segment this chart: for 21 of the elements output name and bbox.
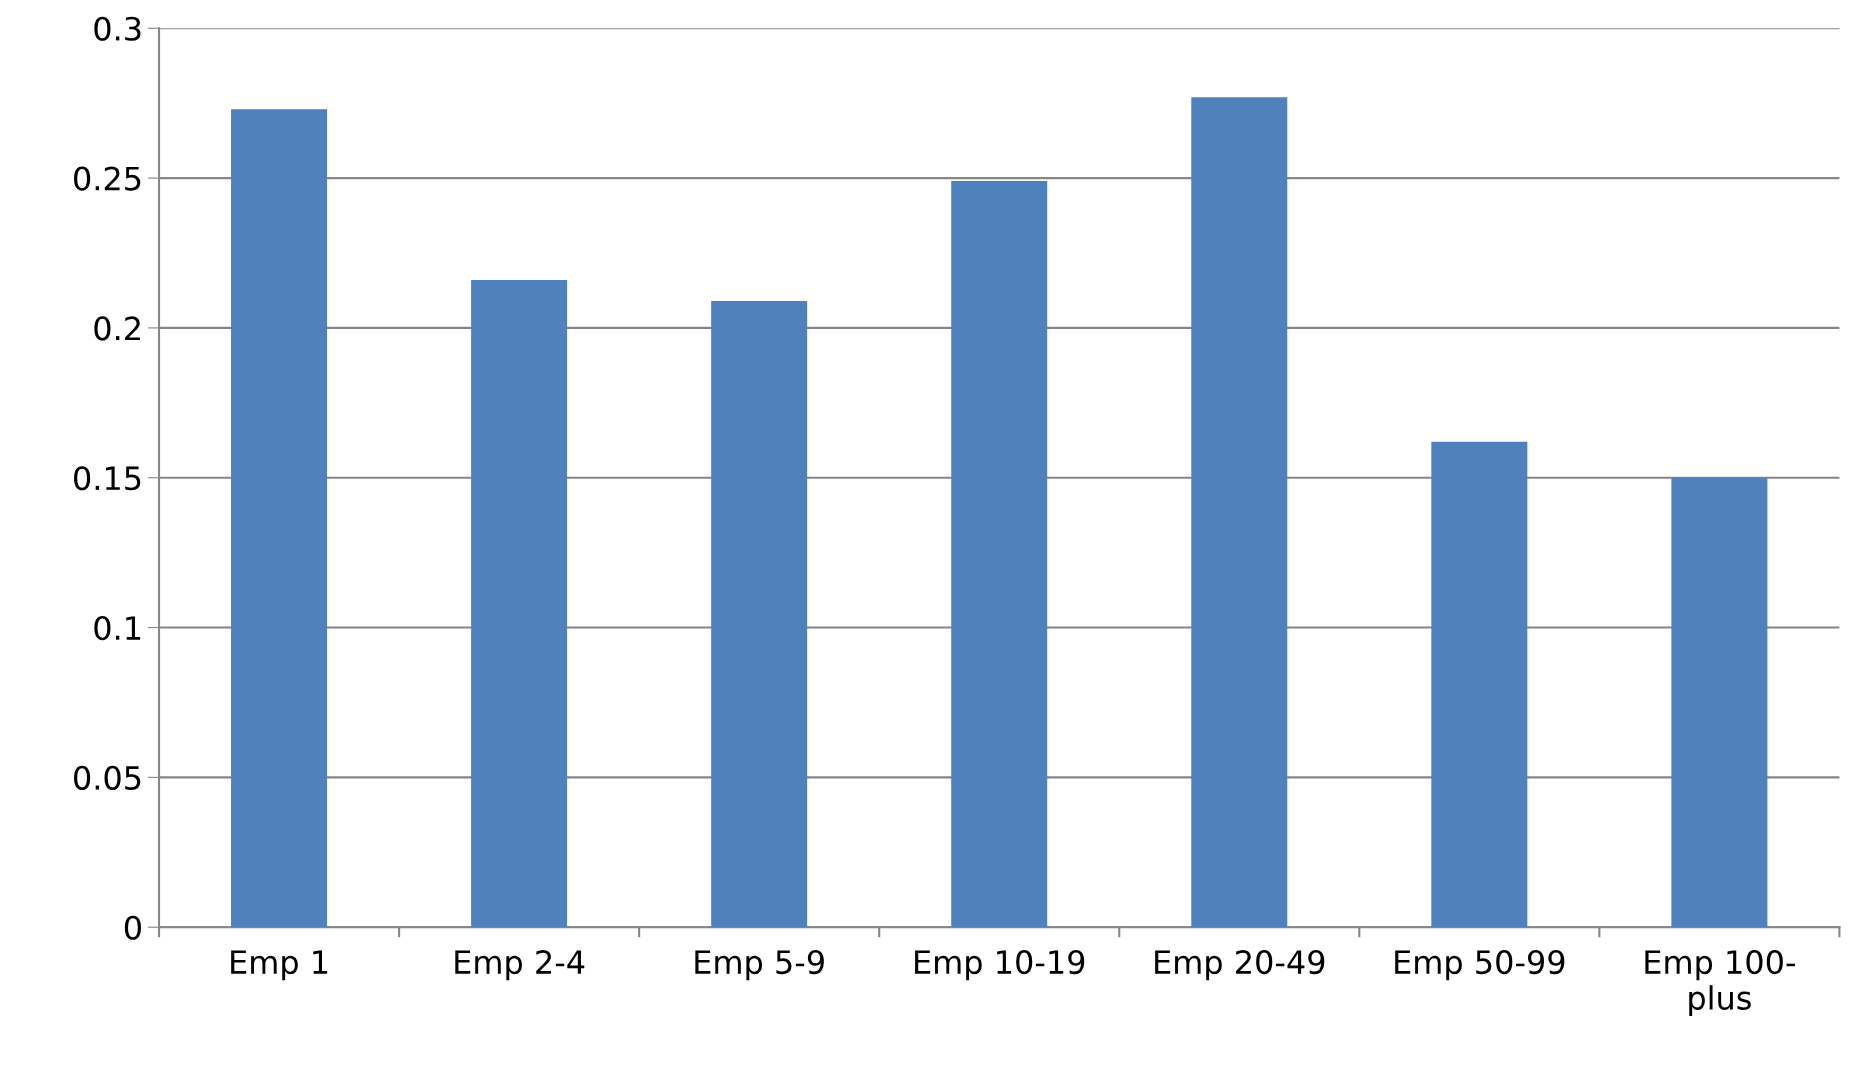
y-tick-label: 0.05 [74, 765, 141, 790]
bar [1191, 97, 1288, 928]
y-tick-label: 0.1 [94, 615, 141, 641]
y-tick-label: 0 [124, 915, 141, 940]
x-tick-label: Emp 1 [231, 950, 328, 981]
bar [471, 279, 568, 928]
x-tick-label: Emp 50-99 [1395, 950, 1565, 981]
y-tick-label: 0.3 [94, 16, 141, 41]
x-tick-label: Emp 10-19 [915, 950, 1085, 981]
y-tick-label: 0.2 [94, 316, 140, 341]
bar [1671, 477, 1768, 928]
x-tick-label: Emp 5-9 [695, 950, 824, 981]
x-tick-label: Emp 2-4 [455, 950, 585, 981]
x-tick-label: Emp 100-plus [1645, 950, 1795, 1017]
bar [1431, 441, 1528, 928]
bar [951, 181, 1048, 928]
bar [231, 109, 328, 928]
y-tick-label: 0.15 [74, 466, 141, 491]
x-tick-label: Emp 20-49 [1155, 950, 1325, 981]
y-tick-label: 0.25 [74, 166, 141, 191]
bar [711, 300, 808, 928]
